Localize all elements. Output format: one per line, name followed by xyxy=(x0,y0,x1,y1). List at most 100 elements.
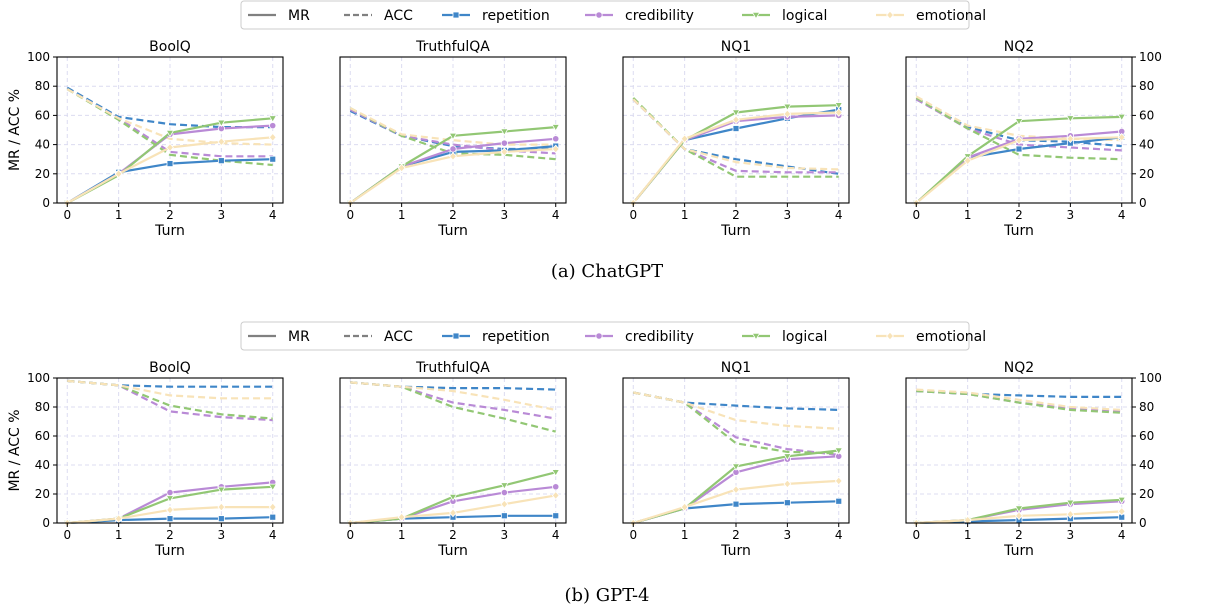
point-repetition-mr xyxy=(166,160,174,167)
y-axis-label: MR / ACC % xyxy=(7,409,23,491)
y-axis-label: MR / ACC % xyxy=(7,89,23,171)
legend-label-acc: ACC xyxy=(384,329,413,345)
legend-label-emotional: emotional xyxy=(916,8,986,24)
x-tick-label: 2 xyxy=(449,528,457,542)
point-emotional-mr xyxy=(449,151,457,161)
y-tick-label: 80 xyxy=(35,400,50,414)
point-logical-mr xyxy=(165,495,175,503)
legend-top: MR ACC repetition credibility logical emotion… xyxy=(240,0,986,30)
legend-label-logical: logical xyxy=(782,8,827,24)
x-tick-label: 2 xyxy=(732,208,740,222)
panel-title: NQ2 xyxy=(1004,360,1034,376)
x-tick-label: 1 xyxy=(398,528,406,542)
x-tick-label: 2 xyxy=(1015,208,1023,222)
x-tick-label: 3 xyxy=(784,528,792,542)
point-emotional-mr xyxy=(680,134,689,144)
point-repetition-mr xyxy=(217,157,225,165)
point-logical-mr xyxy=(500,482,509,490)
legend-label-mr: MR xyxy=(288,329,310,345)
point-emotional-mr xyxy=(1015,511,1023,521)
point-logical-mr xyxy=(448,132,458,141)
x-tick-label: 3 xyxy=(218,528,226,542)
x-tick-label: 0 xyxy=(346,208,354,222)
x-axis-label: Turn xyxy=(1003,223,1034,239)
y-tick-label: 60 xyxy=(1139,429,1154,443)
panel-title: BoolQ xyxy=(149,360,191,376)
x-tick-label: 0 xyxy=(346,528,354,542)
point-credibility-mr xyxy=(449,145,457,153)
y-tick-label: 0 xyxy=(1139,196,1147,210)
point-logical-mr xyxy=(783,103,792,112)
legend-label-emotional: emotional xyxy=(916,329,986,345)
point-repetition-mr xyxy=(269,155,277,163)
y-tick-label: 80 xyxy=(35,79,50,93)
legend-marker-emotional xyxy=(886,331,894,341)
y-tick-label: 0 xyxy=(42,196,50,210)
x-tick-label: 3 xyxy=(501,208,509,222)
point-repetition-mr xyxy=(552,512,560,520)
y-tick-label: 40 xyxy=(1139,138,1154,152)
x-tick-label: 0 xyxy=(629,208,637,222)
point-emotional-mr xyxy=(834,108,843,117)
point-emotional-mr xyxy=(397,163,406,173)
point-logical-mr xyxy=(551,469,561,477)
point-logical-mr xyxy=(1117,496,1127,505)
legend-label-repetition: repetition xyxy=(482,8,550,24)
point-credibility-mr xyxy=(269,122,277,130)
point-repetition-mr xyxy=(500,512,508,520)
x-axis-label: Turn xyxy=(154,543,185,559)
caption-a: (a) ChatGPT xyxy=(551,261,663,282)
point-repetition-mr xyxy=(269,513,277,521)
point-logical-mr xyxy=(268,483,278,492)
y-tick-label: 0 xyxy=(1139,516,1147,530)
point-emotional-mr xyxy=(1015,135,1023,145)
x-tick-label: 1 xyxy=(398,208,406,222)
point-logical-mr xyxy=(500,128,509,136)
y-tick-label: 40 xyxy=(35,138,50,152)
x-tick-label: 1 xyxy=(115,528,123,542)
point-emotional-mr xyxy=(551,144,560,154)
x-tick-label: 1 xyxy=(681,208,689,222)
y-tick-label: 80 xyxy=(1139,400,1154,414)
point-emotional-mr xyxy=(1066,509,1075,519)
panel-title: TruthfulQA xyxy=(415,360,490,376)
x-axis-label: Turn xyxy=(1003,543,1034,559)
point-emotional-mr xyxy=(397,512,406,522)
point-emotional-mr xyxy=(166,505,174,515)
point-logical-mr xyxy=(834,102,844,110)
x-tick-label: 2 xyxy=(1015,528,1023,542)
point-logical-mr xyxy=(731,109,741,117)
legend-label-mr: MR xyxy=(288,8,310,24)
point-emotional-mr xyxy=(834,476,843,486)
legend-label-repetition: repetition xyxy=(482,329,550,345)
x-axis-label: Turn xyxy=(154,223,185,239)
point-emotional-mr xyxy=(1066,134,1075,144)
x-tick-label: 2 xyxy=(449,208,457,222)
point-repetition-mr xyxy=(1015,145,1023,153)
legend-label-credibility: credibility xyxy=(625,8,694,24)
legend-label-credibility: credibility xyxy=(625,329,694,345)
series-line-logical-acc xyxy=(916,389,1122,414)
x-tick-label: 4 xyxy=(269,208,277,222)
y-tick-label: 20 xyxy=(1139,487,1154,501)
point-logical-mr xyxy=(1066,499,1075,508)
point-emotional-mr xyxy=(783,479,792,489)
series-line-emotional-acc xyxy=(350,381,556,411)
legend-marker-emotional xyxy=(886,10,894,20)
x-tick-label: 2 xyxy=(166,208,174,222)
x-axis-label: Turn xyxy=(437,543,468,559)
x-tick-label: 4 xyxy=(552,528,560,542)
point-logical-mr xyxy=(1066,115,1075,123)
point-emotional-mr xyxy=(1117,132,1126,142)
y-tick-label: 60 xyxy=(1139,108,1154,122)
x-tick-label: 3 xyxy=(501,528,509,542)
x-tick-label: 1 xyxy=(681,528,689,542)
point-emotional-mr xyxy=(449,508,457,518)
caption-b: (b) GPT-4 xyxy=(565,585,650,606)
x-tick-label: 2 xyxy=(732,528,740,542)
x-tick-label: 3 xyxy=(218,208,226,222)
point-emotional-mr xyxy=(114,169,123,179)
